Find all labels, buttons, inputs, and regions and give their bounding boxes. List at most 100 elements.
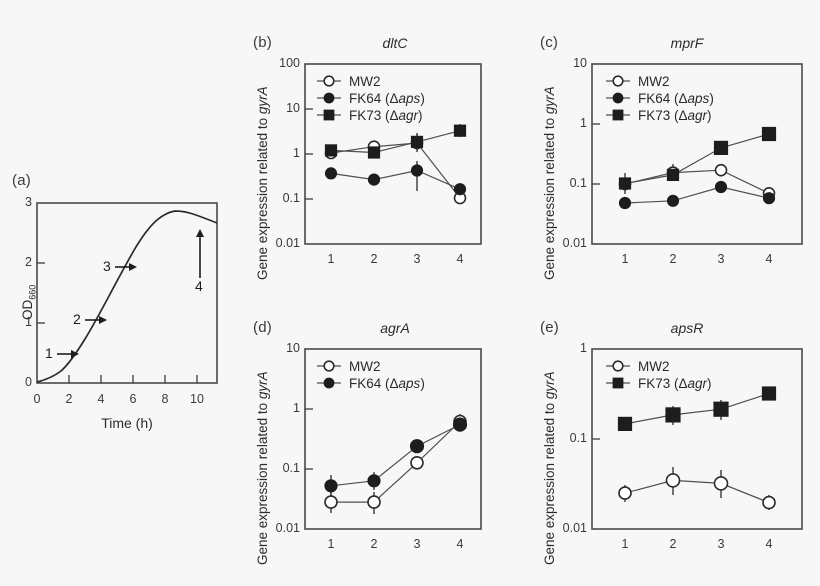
panel-c-legend-label-mw2: MW2 xyxy=(638,74,670,89)
panel-d-frame xyxy=(304,348,482,530)
panel-a-annotation-4-arrowhead xyxy=(196,229,204,237)
panel-a-plot xyxy=(36,202,218,384)
panel-d-xtick-4: 4 xyxy=(456,537,464,551)
panel-e-xtick-2: 2 xyxy=(669,537,677,551)
panel-b-xtick-3: 3 xyxy=(413,252,421,266)
panel-e-title: apsR xyxy=(670,320,704,336)
panel-d-ytick-1: 1 xyxy=(293,401,300,415)
panel-c-legend-label-fk73: FK73 (Δagr) xyxy=(638,108,712,123)
panel-b-legend-item-mw2: MW2 xyxy=(345,73,425,90)
panel-d-series-fk64-line xyxy=(330,424,461,487)
panel-b-xtick-2: 2 xyxy=(370,252,378,266)
panel-a-xtick-10: 10 xyxy=(190,392,204,406)
panel-c-xtick-4: 4 xyxy=(765,252,773,266)
panel-d-point-fk64-1 xyxy=(324,479,338,493)
panel-e-xtick-3: 3 xyxy=(717,537,725,551)
panel-b-legend-label-mw2: MW2 xyxy=(349,74,381,89)
panel-c-point-fk73-4 xyxy=(761,126,777,142)
panel-c-point-fk64-1 xyxy=(618,196,632,210)
panel-e-legend-item-mw2: MW2 xyxy=(634,358,712,375)
panel-c-point-fk73-3 xyxy=(713,140,729,156)
panel-d-xtick-1: 1 xyxy=(327,537,335,551)
panel-b-point-fk64-4 xyxy=(453,183,467,196)
panel-c-point-fk64-4 xyxy=(762,192,776,205)
panel-b-series-mw2-line xyxy=(330,142,461,199)
panel-b-point-fk64-2 xyxy=(367,173,381,186)
panel-a-growth-curve: (a) OD660 3 2 1 0 0 2 4 6 8 10 Time (h) xyxy=(0,0,240,470)
panel-e-point-mw2-3 xyxy=(713,476,729,491)
panel-b-xtick-4: 4 xyxy=(456,252,464,266)
panel-e-plot xyxy=(591,348,803,530)
panel-d-point-fk64-2 xyxy=(367,474,381,488)
panel-d-legend-markers xyxy=(317,360,341,389)
panel-d-point-mw2-1 xyxy=(324,495,338,509)
panel-b-legend-markers xyxy=(317,75,341,121)
panel-c-legend: MW2 FK64 (Δaps) FK73 (Δagr) xyxy=(634,73,714,124)
panel-a-ytick-3: 3 xyxy=(25,195,32,209)
panel-d-legend-item-fk64: FK64 (Δaps) xyxy=(345,375,425,392)
panel-a-ytick-1: 1 xyxy=(25,315,32,329)
panel-a-annotation-2-arrowhead xyxy=(99,316,107,324)
panel-c-legend-label-fk64: FK64 (Δaps) xyxy=(638,91,714,106)
panel-e-point-mw2-1 xyxy=(618,486,632,500)
panel-d-point-fk64-3 xyxy=(409,439,425,454)
panel-d-plot xyxy=(304,348,482,530)
panel-e-point-fk73-1 xyxy=(617,416,633,432)
panel-d-point-mw2-3 xyxy=(410,456,424,470)
panel-a-x-axis-title: Time (h) xyxy=(101,415,153,431)
panel-b-legend: MW2 FK64 (Δaps) FK73 (Δagr) xyxy=(345,73,425,124)
panel-b-legend-label-fk64: FK64 (Δaps) xyxy=(349,91,425,106)
panel-c-label: (c) xyxy=(540,34,559,51)
panel-e-point-fk73-2 xyxy=(665,407,681,423)
panel-b-ytick-100: 100 xyxy=(279,56,300,70)
panel-d-legend-label-fk64: FK64 (Δaps) xyxy=(349,376,425,391)
panel-c-series-fk64-line xyxy=(624,186,770,204)
panel-c-plot xyxy=(591,63,803,245)
panel-a-growth-curve-line xyxy=(36,210,218,383)
panel-d-xtick-2: 2 xyxy=(370,537,378,551)
panel-b-dltc: (b) dltC Gene expression related to gyrA… xyxy=(245,30,500,290)
panel-a-annotation-3-arrowhead xyxy=(129,263,137,271)
panel-b-legend-item-fk64: FK64 (Δaps) xyxy=(345,90,425,107)
panel-d-ytick-0.1: 0.1 xyxy=(282,461,300,475)
panel-c-mprf: (c) mprF Gene expression related to gyrA… xyxy=(532,30,820,290)
panel-a-annotation-2-label: 2 xyxy=(73,311,81,327)
panel-b-label: (b) xyxy=(253,34,272,51)
panel-c-point-fk73-1 xyxy=(618,177,632,190)
panel-b-ytick-0.1: 0.1 xyxy=(282,191,300,205)
panel-d-xtick-3: 3 xyxy=(413,537,421,551)
panel-c-xtick-1: 1 xyxy=(621,252,629,266)
panel-d-legend-item-mw2: MW2 xyxy=(345,358,425,375)
panel-e-point-fk73-3 xyxy=(713,401,729,417)
panel-d-title: agrA xyxy=(380,320,410,336)
panel-d-ytick-10: 10 xyxy=(286,341,300,355)
panel-a-ytick-2: 2 xyxy=(25,255,32,269)
panel-c-legend-item-mw2: MW2 xyxy=(634,73,714,90)
panel-a-annotation-1-arrowhead xyxy=(71,350,79,358)
panel-e-series-mw2-line xyxy=(624,479,770,504)
panel-c-ytick-1: 1 xyxy=(580,116,587,130)
panel-b-ytick-10: 10 xyxy=(286,101,300,115)
panel-d-series-mw2-line xyxy=(331,421,461,503)
panel-e-label: (e) xyxy=(540,319,559,336)
panel-c-point-fk64-3 xyxy=(714,180,728,194)
panel-c-point-fk73-2 xyxy=(666,168,680,181)
panel-d-label: (d) xyxy=(253,319,272,336)
panel-b-point-fk64-3 xyxy=(410,164,424,177)
panel-e-ytick-0.01: 0.01 xyxy=(562,521,587,535)
panel-a-xtick-8: 8 xyxy=(161,392,169,406)
panel-d-legend: MW2 FK64 (Δaps) xyxy=(345,358,425,392)
panel-e-ytick-1: 1 xyxy=(580,341,587,355)
panel-b-plot xyxy=(304,63,482,245)
panel-b-point-fk73-1 xyxy=(324,144,338,157)
panel-e-legend-label-mw2: MW2 xyxy=(638,359,670,374)
panel-b-ytick-1: 1 xyxy=(293,146,300,160)
panel-a-annotation-3-label: 3 xyxy=(103,258,111,274)
panel-e-point-mw2-4 xyxy=(762,495,776,510)
panel-d-point-mw2-2 xyxy=(367,495,381,509)
panel-e-point-fk73-4 xyxy=(761,386,777,401)
panel-a-xtick-4: 4 xyxy=(97,392,105,406)
panel-b-point-fk73-3 xyxy=(410,135,424,149)
panel-c-xtick-3: 3 xyxy=(717,252,725,266)
panel-b-xtick-1: 1 xyxy=(327,252,335,266)
